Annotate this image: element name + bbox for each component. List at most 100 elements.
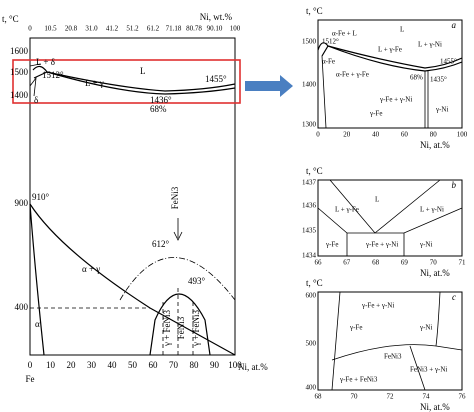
- alpha-boundary: [29, 203, 45, 356]
- annotation: γ-Ni: [419, 241, 432, 249]
- annotation: 612°: [152, 239, 170, 249]
- annotation: L + δ: [36, 57, 55, 67]
- annotation: 1512°: [42, 70, 64, 80]
- annotation: γ-Fe: [349, 324, 362, 332]
- annotation: 1435°: [430, 76, 447, 84]
- annotation: FeNi3: [384, 353, 402, 361]
- blue-arrow: [245, 75, 293, 97]
- x-axis-label: Ni, at.%: [420, 402, 450, 412]
- panel-b-lines: [317, 179, 463, 256]
- x-tick-label: 76: [459, 393, 467, 401]
- annotation: γ-Fe + γ-Ni: [361, 302, 394, 310]
- bottom-tick-label: 0: [28, 360, 33, 370]
- annotation: γ-Fe + γ-Ni: [379, 96, 412, 104]
- down-arrow: [173, 218, 183, 241]
- annotation: FeNi3: [170, 186, 180, 209]
- bottom-tick-label: 10: [46, 360, 56, 370]
- top-tick-label: 80.78: [186, 25, 202, 33]
- top-tick-label: 71.18: [166, 25, 182, 33]
- annotation: 493°: [188, 276, 206, 286]
- y-tick-label: 1434: [302, 252, 317, 260]
- bottom-tick-label: 20: [67, 360, 77, 370]
- x-tick-label: 68: [372, 259, 380, 267]
- panel-letter: a: [452, 20, 457, 30]
- y-tick-label: 400: [306, 384, 317, 392]
- annotation: α-Fe + γ-Fe: [336, 71, 369, 79]
- top-tick-label: 0: [28, 25, 32, 33]
- annotation: 68%: [150, 104, 167, 114]
- solidus: [33, 71, 236, 95]
- x-tick-label: 69: [401, 259, 409, 267]
- annotation: 1512°: [322, 38, 339, 46]
- x-tick-label: 70: [351, 393, 359, 401]
- y-axis-label: t, °C: [306, 278, 323, 288]
- x-bottom-label: Ni, at.%: [238, 362, 268, 372]
- annotation: δ: [34, 95, 38, 105]
- bottom-tick-label: 80: [190, 360, 200, 370]
- x-tick-label: 40: [372, 131, 380, 139]
- gamma-boundary: [29, 203, 236, 356]
- panel-a-solidus: [321, 45, 463, 72]
- y-tick-label: 500: [306, 340, 317, 348]
- x-tick-label: 20: [343, 131, 351, 139]
- panel-a-liquidus: [317, 42, 463, 69]
- top-tick-label: 41.2: [106, 25, 119, 33]
- bottom-tick-label: 100: [228, 360, 242, 370]
- top-tick-label: 31.0: [85, 25, 98, 33]
- annotation: L: [375, 196, 379, 204]
- annotation: 1436°: [150, 95, 172, 105]
- top-tick-label: 90.10: [207, 25, 223, 33]
- y-axis-label: t, °C: [306, 166, 323, 176]
- annotation: γ-Fe + FeNi3: [339, 376, 378, 384]
- annotation: γ + FeNi3: [191, 309, 201, 347]
- panel-c-lines: [331, 291, 463, 391]
- annotation: α-Fe + L: [332, 30, 357, 38]
- annotation: L + γ: [85, 78, 104, 88]
- y-tick-label: 1500: [302, 38, 317, 46]
- annotation: γ-Ni: [419, 324, 432, 332]
- annotation: α: [35, 319, 40, 329]
- panel-letter: b: [452, 180, 457, 190]
- x-tick-label: 66: [315, 259, 323, 267]
- bottom-tick-label: 70: [169, 360, 179, 370]
- liquidus: [32, 65, 236, 92]
- x-tick-label: 72: [387, 393, 395, 401]
- annotation: L + γ-Fe: [378, 46, 402, 54]
- y-tick-label: 900: [15, 198, 29, 208]
- annotation: 1455°: [205, 74, 227, 84]
- y-tick-label: 1500: [10, 67, 29, 77]
- y-tick-label: 1436: [302, 202, 317, 210]
- x-tick-label: 100: [457, 131, 468, 139]
- bottom-tick-label: 40: [108, 360, 118, 370]
- top-tick-label: 10.5: [44, 25, 57, 33]
- y-tick-label: 400: [15, 302, 29, 312]
- y-axis-label: t, °C: [306, 6, 323, 16]
- x-tick-label: 67: [343, 259, 351, 267]
- annotation: 910°: [32, 192, 50, 202]
- y-tick-label: 1400: [302, 81, 317, 89]
- annotation: γ-Fe: [325, 241, 338, 249]
- annotation: γ-Fe: [369, 110, 382, 118]
- order-dome: [119, 257, 236, 301]
- y-tick-label: 1600: [10, 46, 29, 56]
- highlight-box: [12, 59, 241, 104]
- bottom-tick-label: 50: [128, 360, 138, 370]
- panel-a-frame: [317, 19, 463, 129]
- top-tick-label: 100: [230, 25, 241, 33]
- feni3-lines: [162, 288, 194, 355]
- y-tick-label: 600: [306, 292, 317, 300]
- x-tick-label: 71: [459, 259, 467, 267]
- y-tick-label: 1300: [302, 121, 317, 129]
- top-tick-label: 20.8: [65, 25, 78, 33]
- x-tick-label: 80: [430, 131, 438, 139]
- y-axis-label: t, °C: [2, 14, 19, 24]
- annotation: L: [400, 26, 404, 34]
- delta-lines: [29, 63, 41, 97]
- top-tick-label: 61.2: [147, 25, 160, 33]
- x-top-label: Ni, wt.%: [200, 12, 233, 22]
- annotation: γ-Ni: [435, 106, 448, 114]
- feni3-dome: [149, 293, 211, 356]
- annotation: L + γ-Fe: [335, 206, 359, 214]
- annotation: α + γ: [82, 264, 100, 274]
- annotation: L: [140, 66, 146, 76]
